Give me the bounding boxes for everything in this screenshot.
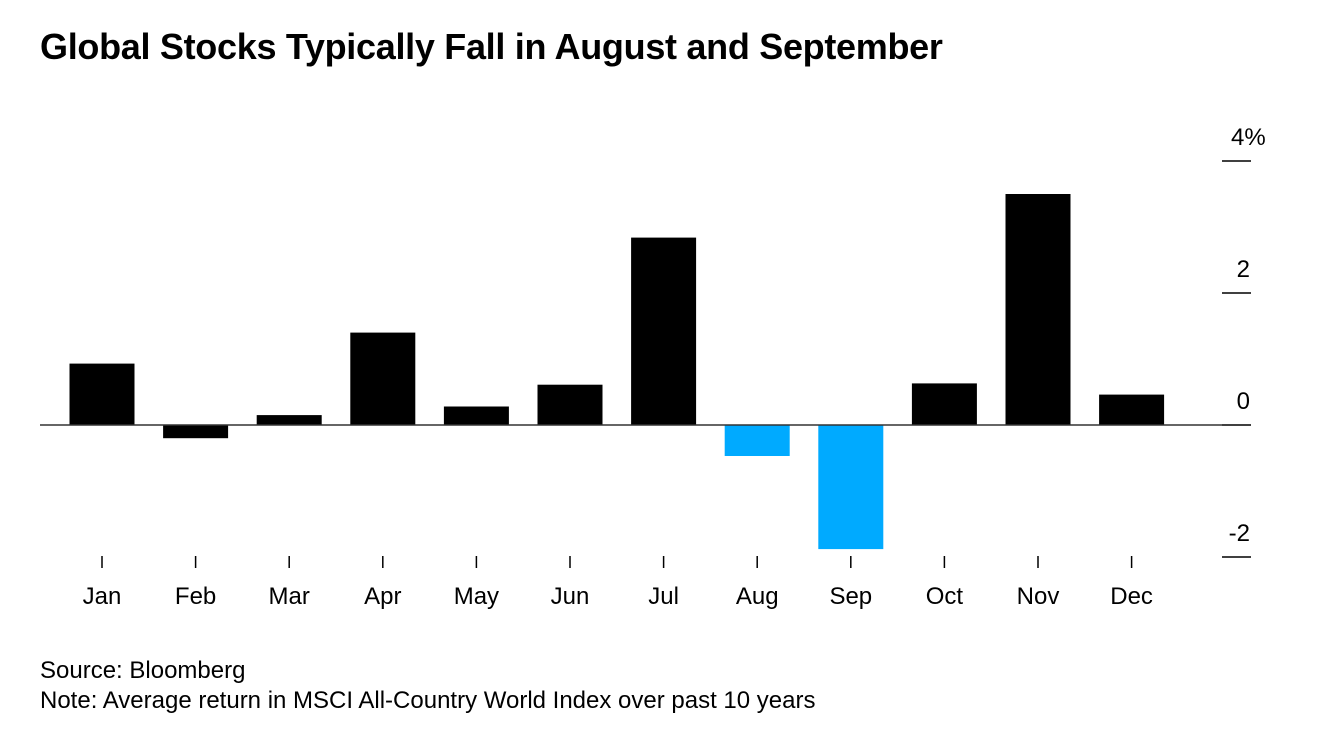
y-tick-label: 0 (1237, 388, 1250, 415)
bar-aug (724, 425, 790, 456)
x-tick-label-nov: Nov (1017, 583, 1060, 610)
bar-chart: 4% 2 0 -2 Jan Feb Mar Apr May Jun Jul Aug Sep Oct Nov… (40, 124, 1266, 610)
x-tick-label-jun: Jun (551, 583, 590, 610)
bar-apr (350, 332, 416, 425)
bar-oct (911, 383, 977, 425)
x-tick-label-may: May (454, 583, 499, 610)
x-tick-label-mar: Mar (269, 583, 310, 610)
bar-mar (256, 415, 322, 425)
x-tick-label-jan: Jan (83, 583, 122, 610)
x-tick-label-dec: Dec (1110, 583, 1153, 610)
x-tick-label-aug: Aug (736, 583, 779, 610)
y-tick-label: -2 (1229, 520, 1250, 547)
x-tick-label-oct: Oct (926, 583, 964, 610)
y-tick-label: 4% (1231, 124, 1266, 151)
bar-jun (537, 384, 603, 425)
chart-title: Global Stocks Typically Fall in August a… (40, 26, 943, 67)
x-tick-label-apr: Apr (364, 583, 401, 610)
bar-may (443, 406, 509, 425)
bar-nov (1005, 194, 1071, 425)
note-text: Note: Average return in MSCI All-Country… (40, 687, 816, 714)
x-axis: Jan Feb Mar Apr May Jun Jul Aug Sep Oct Nov Dec (83, 556, 1153, 610)
bars-group (69, 194, 1165, 550)
chart-footer: Source: Bloomberg Note: Average return i… (40, 656, 815, 716)
bar-feb (163, 425, 229, 439)
x-tick-label-feb: Feb (175, 583, 216, 610)
bar-dec (1099, 394, 1165, 425)
x-tick-label-sep: Sep (829, 583, 872, 610)
y-axis: 4% 2 0 -2 (1222, 124, 1266, 558)
source-text: Source: Bloomberg (40, 657, 246, 684)
bar-jul (631, 237, 697, 425)
bar-sep (818, 425, 884, 550)
x-tick-label-jul: Jul (648, 583, 679, 610)
y-tick-label: 2 (1237, 256, 1250, 283)
bar-jan (69, 363, 135, 425)
